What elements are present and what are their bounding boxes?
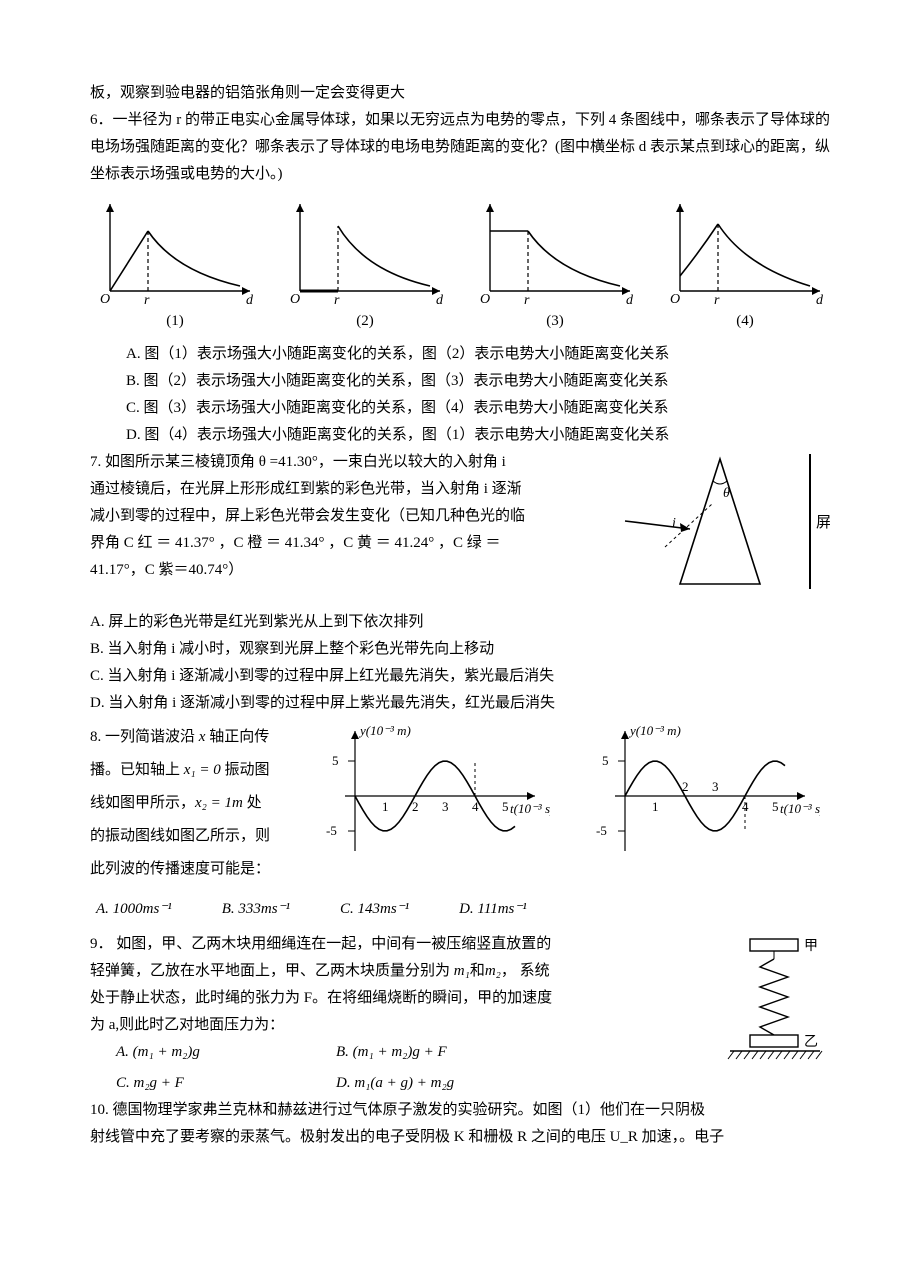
svg-text:y(10⁻³ m): y(10⁻³ m) bbox=[628, 723, 681, 738]
q9-opt-D: D. m₁(a + g) + m₂g bbox=[336, 1070, 596, 1097]
svg-text:d: d bbox=[436, 293, 444, 306]
q8-graph-yi: y(10⁻³ m) t(10⁻³ s) 5 -5 1 2 3 4 5 bbox=[570, 721, 820, 871]
q9-opt-C: C. m₂g + F bbox=[116, 1070, 336, 1097]
q6-cap-3: (3) bbox=[470, 308, 640, 335]
q10-l1: 10. 德国物理学家弗兰克林和赫兹进行过气体原子激发的实验研究。如图（1）他们在… bbox=[90, 1097, 830, 1124]
svg-text:r: r bbox=[524, 293, 530, 306]
q6-stem: 6．一半径为 r 的带正电实心金属导体球，如果以无穷远点为电势的零点，下列 4 … bbox=[90, 107, 830, 188]
q6-opt-A: A. 图（1）表示场强大小随距离变化的关系，图（2）表示电势大小随距离变化关系 bbox=[126, 341, 830, 368]
q6-cap-4: (4) bbox=[660, 308, 830, 335]
svg-text:甲: 甲 bbox=[804, 939, 818, 954]
q6-graph-1: O r d bbox=[90, 196, 260, 306]
q7-D: D. 当入射角 i 逐渐减小到零的过程中屏上紫光最先消失，红光最后消失 bbox=[90, 690, 830, 717]
q6-opt-C: C. 图（3）表示场强大小随距离变化的关系，图（4）表示电势大小随距离变化关系 bbox=[126, 395, 830, 422]
q6-caption-row: (1) (2) (3) (4) bbox=[90, 308, 830, 335]
q10-l2: 射线管中充了要考察的汞蒸气。极射发出的电子受阴极 K 和栅极 R 之间的电压 U… bbox=[90, 1124, 830, 1151]
q6-graph-row: O r d O r d bbox=[90, 196, 830, 306]
q9-l2: 轻弹簧，乙放在水平地面上，甲、乙两木块质量分别为 m₁和m₂， 系统 bbox=[90, 958, 710, 985]
q6-graph-2: O r d bbox=[280, 196, 450, 306]
q6-graph-3: O r d bbox=[470, 196, 640, 306]
q7-C: C. 当入射角 i 逐渐减小到零的过程中屏上红光最先消失，紫光最后消失 bbox=[90, 663, 830, 690]
q8-l5: 此列波的传播速度可能是： bbox=[90, 853, 290, 886]
svg-text:-5: -5 bbox=[326, 823, 337, 838]
q9-l3: 处于静止状态，此时绳的张力为 F。在将细绳烧断的瞬间，甲的加速度 bbox=[90, 985, 710, 1012]
svg-text:-5: -5 bbox=[596, 823, 607, 838]
q8-l3: 线如图甲所示，x₂ = 1m 处 bbox=[90, 787, 290, 820]
svg-text:d: d bbox=[246, 293, 254, 306]
q8-opt-D: D. 111ms⁻¹ bbox=[459, 896, 527, 923]
q8-opt-C: C. 143ms⁻¹ bbox=[340, 896, 409, 923]
q7-l3: 减小到零的过程中，屏上彩色光带会发生变化（已知几种色光的临 bbox=[90, 503, 610, 530]
q8-l4: 的振动图线如图乙所示，则 bbox=[90, 820, 290, 853]
svg-text:O: O bbox=[670, 292, 680, 306]
q6-opt-D: D. 图（4）表示场强大小随距离变化的关系，图（1）表示电势大小随距离变化关系 bbox=[126, 422, 830, 449]
svg-text:r: r bbox=[334, 293, 340, 306]
q7-prism-diagram: i θ 屏 bbox=[620, 449, 830, 599]
svg-text:乙: 乙 bbox=[804, 1034, 818, 1050]
q7-l4: 界角 C 红 ＝ 41.37° ，C 橙 ＝ 41.34° ，C 黄 ＝ 41.… bbox=[90, 530, 610, 557]
svg-text:屏: 屏 bbox=[816, 515, 830, 531]
q7-l1: 7. 如图所示某三棱镜顶角 θ =41.30°，一束白光以较大的入射角 i bbox=[90, 449, 610, 476]
svg-text:O: O bbox=[480, 292, 490, 306]
q9-opt-B: B. (m₁ + m₂)g + F bbox=[336, 1039, 596, 1066]
svg-text:r: r bbox=[714, 293, 720, 306]
q7-B: B. 当入射角 i 减小时，观察到光屏上整个彩色光带先向上移动 bbox=[90, 636, 830, 663]
svg-text:θ: θ bbox=[723, 486, 730, 501]
q7-l5: 41.17°，C 紫＝40.74°） bbox=[90, 557, 610, 584]
q9-spring-diagram: 甲 乙 bbox=[720, 931, 830, 1081]
q6-cap-1: (1) bbox=[90, 308, 260, 335]
svg-text:t(10⁻³ s): t(10⁻³ s) bbox=[780, 801, 820, 816]
q6-opt-B: B. 图（2）表示场强大小随距离变化的关系，图（3）表示电势大小随距离变化关系 bbox=[126, 368, 830, 395]
svg-text:5: 5 bbox=[772, 799, 779, 814]
q6-cap-2: (2) bbox=[280, 308, 450, 335]
svg-text:1: 1 bbox=[652, 799, 659, 814]
svg-text:r: r bbox=[144, 293, 150, 306]
q7-l2: 通过棱镜后，在光屏上形形成红到紫的彩色光带，当入射角 i 逐渐 bbox=[90, 476, 610, 503]
q9-l4: 为 a,则此时乙对地面压力为： bbox=[90, 1012, 710, 1039]
q8-l2: 播。已知轴上 x₁ = 0 振动图 bbox=[90, 754, 290, 787]
svg-text:O: O bbox=[290, 292, 300, 306]
svg-text:5: 5 bbox=[602, 753, 609, 768]
svg-text:d: d bbox=[816, 293, 824, 306]
q8-graph-jia: y(10⁻³ m) t(10⁻³ s) 5 -5 1 2 3 4 5 bbox=[300, 721, 550, 871]
svg-text:i: i bbox=[672, 516, 676, 531]
q7-A: A. 屏上的彩色光带是红光到紫光从上到下依次排列 bbox=[90, 609, 830, 636]
preamble: 板，观察到验电器的铝箔张角则一定会变得更大 bbox=[90, 80, 830, 107]
q6-graph-4: O r d bbox=[660, 196, 830, 306]
svg-text:O: O bbox=[100, 292, 110, 306]
svg-text:3: 3 bbox=[712, 779, 719, 794]
svg-text:4: 4 bbox=[742, 799, 749, 814]
q8-opt-A: A. 1000ms⁻¹ bbox=[96, 896, 172, 923]
svg-text:d: d bbox=[626, 293, 634, 306]
q8-opt-B: B. 333ms⁻¹ bbox=[222, 896, 290, 923]
q9-l1: 9． 如图，甲、乙两木块用细绳连在一起，中间有一被压缩竖直放置的 bbox=[90, 931, 710, 958]
svg-text:5: 5 bbox=[332, 753, 339, 768]
q8-l1: 8. 一列简谐波沿 x 轴正向传 bbox=[90, 721, 290, 754]
q9-opt-A: A. (m₁ + m₂)g bbox=[116, 1039, 336, 1066]
